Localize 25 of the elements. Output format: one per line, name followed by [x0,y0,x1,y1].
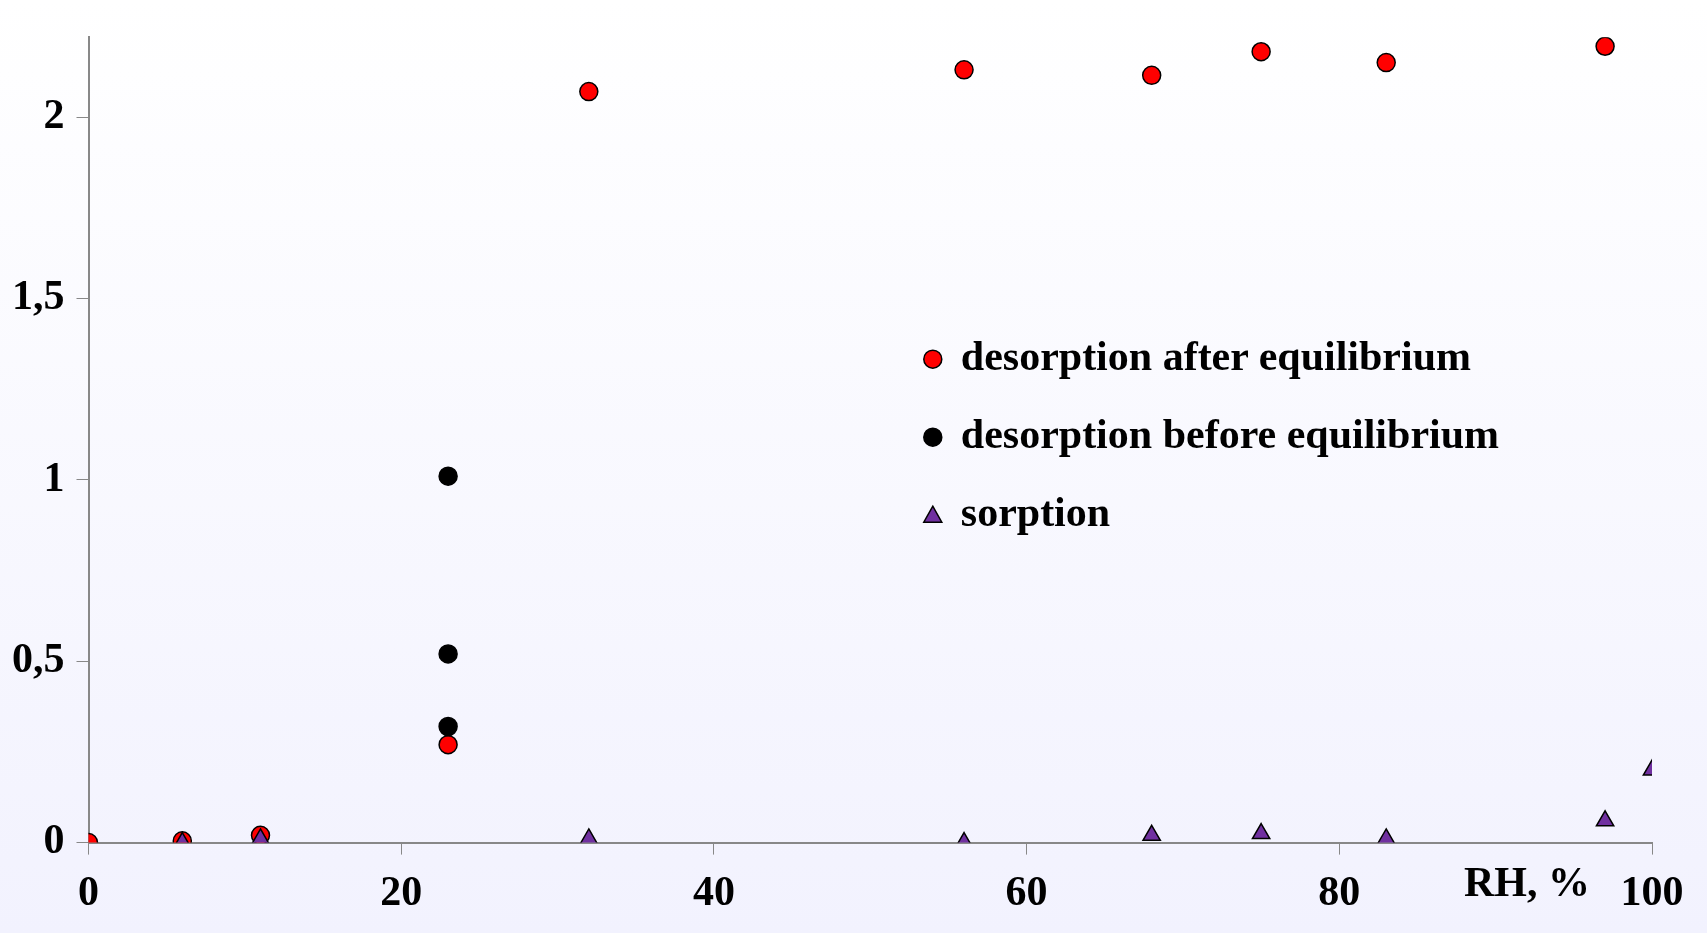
x-tick-label: 40 [692,867,735,914]
point [1141,65,1162,86]
y-tick-label: 1,5 [12,272,65,319]
point [1595,810,1615,827]
x-tick-label: 20 [380,867,423,914]
point [438,466,458,486]
legend-label: desorption after equilibrium [960,333,1472,380]
y-tick-label: 0 [43,816,65,863]
point [1251,822,1271,840]
point [1595,37,1615,57]
x-axis-title: RH, % [1464,859,1590,906]
point [954,60,974,80]
point [1376,52,1396,73]
legend-label: sorption [960,489,1111,536]
y-tick-label: 1 [43,453,65,500]
legend-label: desorption before equilibrium [960,411,1500,458]
point [1251,41,1271,62]
point [1142,824,1162,842]
y-tick-label: 2 [43,90,65,137]
x-tick-label: 80 [1318,867,1361,914]
x-tick-label: 100 [1620,867,1684,914]
x-tick-label: 0 [78,867,99,914]
point [579,81,599,102]
y-tick-label: 0,5 [12,635,65,682]
x-tick-label: 60 [1005,867,1048,914]
